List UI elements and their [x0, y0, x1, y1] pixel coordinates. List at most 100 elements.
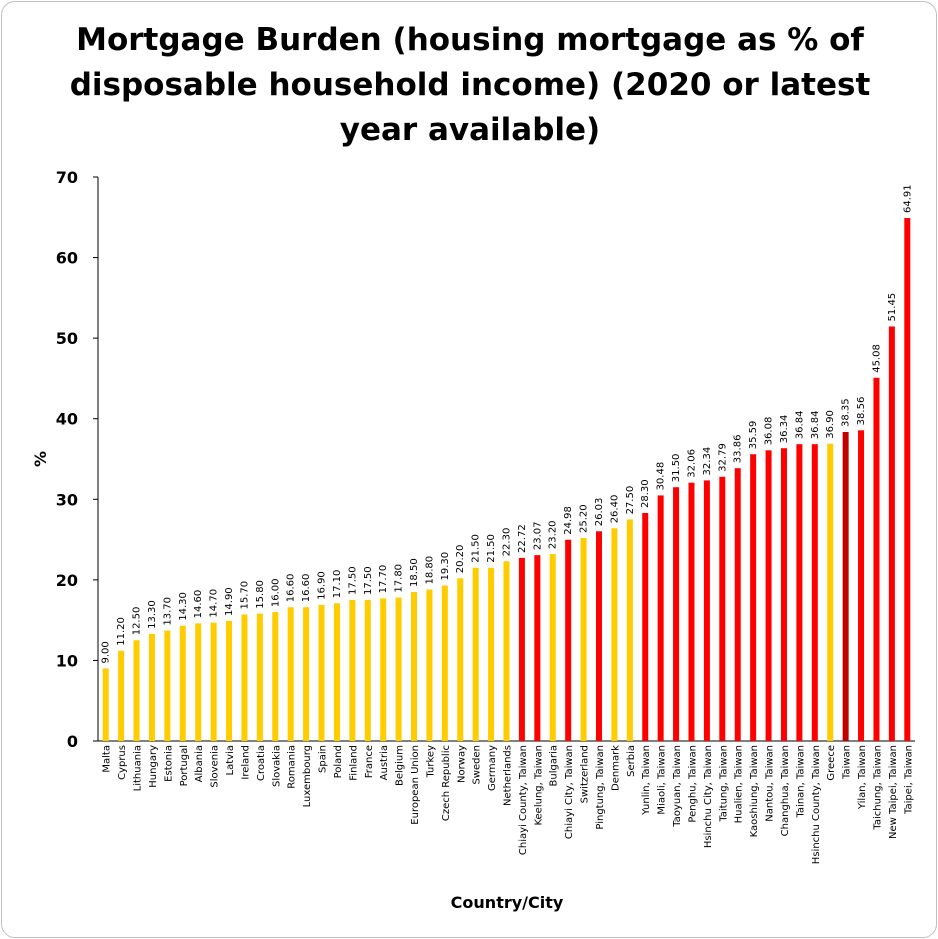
- x-tick-label: Kaoshiung, Taiwan: [749, 745, 760, 837]
- data-label: 26.03: [594, 498, 605, 527]
- data-label: 36.84: [810, 411, 821, 440]
- x-tick-label: Penghu, Taiwan: [687, 745, 698, 823]
- x-tick-label: Taiwan: [842, 745, 853, 780]
- data-label: 16.90: [317, 571, 328, 600]
- bar: [349, 600, 356, 741]
- bar: [303, 607, 310, 741]
- data-label: 16.60: [301, 574, 312, 603]
- x-tick-label: Sweden: [472, 745, 483, 785]
- x-tick-label: Taoyuan, Taiwan: [672, 745, 683, 828]
- bar: [411, 591, 418, 741]
- bars: [102, 218, 911, 741]
- data-label: 30.48: [656, 462, 667, 491]
- bar: [811, 444, 818, 741]
- y-tick-label: 30: [56, 490, 78, 509]
- x-tick-label: Spain: [318, 745, 329, 773]
- data-label: 21.50: [471, 534, 482, 563]
- bar: [611, 528, 618, 741]
- data-label: 35.59: [748, 421, 759, 450]
- bar: [164, 630, 171, 741]
- x-tick-label: Belgium: [395, 745, 406, 786]
- bar: [333, 603, 340, 741]
- bar: [518, 557, 525, 741]
- x-tick-label: European Union: [410, 745, 421, 825]
- bar: [904, 218, 911, 741]
- data-label: 16.60: [286, 574, 297, 603]
- data-label: 33.86: [733, 435, 744, 464]
- bar: [827, 443, 834, 741]
- bar: [888, 326, 895, 741]
- bar: [102, 668, 109, 741]
- data-label: 17.10: [332, 570, 343, 599]
- x-tick-label: Taichung, Taiwan: [872, 745, 883, 831]
- x-tick-label: Lithuania: [133, 745, 144, 791]
- chart-title: Mortgage Burden (housing mortgage as % o…: [69, 22, 871, 148]
- data-label: 14.60: [193, 590, 204, 619]
- bar: [873, 377, 880, 741]
- bar: [395, 597, 402, 741]
- x-tick-label: Yilan, Taiwan: [857, 745, 868, 810]
- data-label: 17.50: [347, 566, 358, 595]
- data-label: 14.30: [178, 592, 189, 621]
- data-label: 36.08: [764, 417, 775, 446]
- x-tick-label: Hsinchu County, Taiwan: [811, 745, 822, 864]
- bar: [565, 539, 572, 741]
- x-tick-label: Switzerland: [580, 745, 591, 803]
- bar: [673, 487, 680, 741]
- bar: [118, 650, 125, 741]
- data-label: 27.50: [625, 486, 636, 515]
- data-label: 32.06: [686, 449, 697, 478]
- bar: [780, 448, 787, 741]
- x-tick-label: Romania: [287, 745, 298, 789]
- data-label: 22.72: [517, 524, 528, 553]
- y-tick-label: 40: [56, 410, 78, 429]
- bar: [148, 633, 155, 741]
- bar: [287, 607, 294, 741]
- bar: [580, 537, 587, 741]
- x-tick-label: Changhua, Taiwan: [780, 745, 791, 836]
- data-label: 17.80: [394, 564, 405, 593]
- bar: [256, 613, 263, 741]
- x-tick-label: Cyprus: [117, 745, 128, 780]
- x-tick-label: Hualien, Taiwan: [734, 745, 745, 823]
- data-label: 13.70: [162, 597, 173, 626]
- data-label: 25.20: [579, 504, 590, 533]
- bar: [226, 620, 233, 741]
- x-tick-label: Greece: [826, 745, 837, 781]
- x-tick-label: Pingtung, Taiwan: [595, 745, 606, 830]
- bar: [210, 622, 217, 741]
- data-label: 19.30: [440, 552, 451, 581]
- y-tick-label: 70: [56, 168, 78, 187]
- y-tick-label: 10: [56, 651, 78, 670]
- x-axis-label: Country/City: [451, 893, 564, 912]
- data-label: 23.20: [548, 520, 559, 549]
- y-tick-label: 60: [56, 249, 78, 268]
- bar: [719, 476, 726, 741]
- x-tick-label: Nantou, Taiwan: [765, 745, 776, 822]
- y-axis-label: %: [31, 451, 50, 467]
- bar: [503, 561, 510, 741]
- bar: [241, 614, 248, 741]
- data-label: 45.08: [871, 344, 882, 373]
- data-label: 11.20: [116, 617, 127, 646]
- bar: [318, 604, 325, 741]
- x-tick-label: Netherlands: [503, 745, 514, 806]
- bar: [534, 555, 541, 741]
- x-tick-label: Finland: [348, 745, 359, 781]
- data-label: 36.90: [825, 410, 836, 439]
- bar: [688, 482, 695, 741]
- x-tick-label: Latvia: [225, 745, 236, 775]
- x-tick-label: France: [364, 745, 375, 778]
- data-label: 13.30: [147, 600, 158, 629]
- y-tick-label: 20: [56, 571, 78, 590]
- x-tick-label: Denmark: [610, 745, 621, 791]
- x-tick-label: Germany: [487, 745, 498, 791]
- bar: [272, 612, 279, 741]
- data-label: 12.50: [132, 607, 143, 636]
- data-label: 18.50: [409, 558, 420, 587]
- x-tick-label: Chiayi County, Taiwan: [518, 745, 529, 855]
- bar: [457, 578, 464, 741]
- bar: [657, 495, 664, 741]
- data-label: 28.30: [640, 479, 651, 508]
- data-label: 20.20: [455, 545, 466, 574]
